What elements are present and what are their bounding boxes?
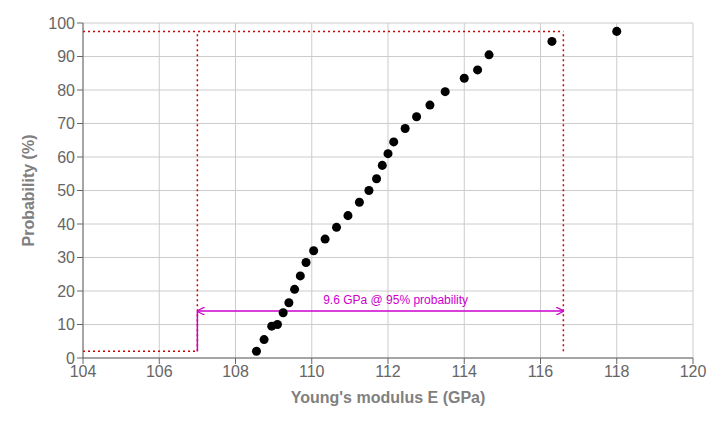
svg-text:114: 114: [451, 363, 477, 380]
svg-text:106: 106: [146, 363, 173, 380]
svg-text:120: 120: [680, 363, 707, 380]
svg-text:20: 20: [57, 283, 75, 300]
svg-text:90: 90: [57, 48, 75, 65]
svg-text:50: 50: [57, 182, 75, 199]
svg-text:40: 40: [57, 216, 75, 233]
svg-text:104: 104: [69, 363, 97, 381]
svg-text:80: 80: [57, 82, 75, 99]
svg-text:0: 0: [66, 350, 75, 367]
svg-text:Young's modulus E (GPa): Young's modulus E (GPa): [291, 389, 486, 406]
svg-text:30: 30: [57, 249, 75, 266]
svg-text:10: 10: [57, 316, 75, 333]
svg-text:108: 108: [222, 363, 249, 380]
svg-text:9.6 GPa @ 95% probability: 9.6 GPa @ 95% probability: [323, 293, 468, 307]
svg-text:100: 100: [48, 15, 75, 32]
svg-text:70: 70: [57, 115, 75, 132]
svg-text:110: 110: [299, 363, 325, 380]
svg-text:60: 60: [57, 149, 75, 166]
svg-text:118: 118: [604, 363, 630, 380]
svg-text:112: 112: [375, 363, 401, 380]
svg-text:Probability (%): Probability (%): [20, 134, 37, 246]
svg-text:116: 116: [528, 363, 554, 380]
